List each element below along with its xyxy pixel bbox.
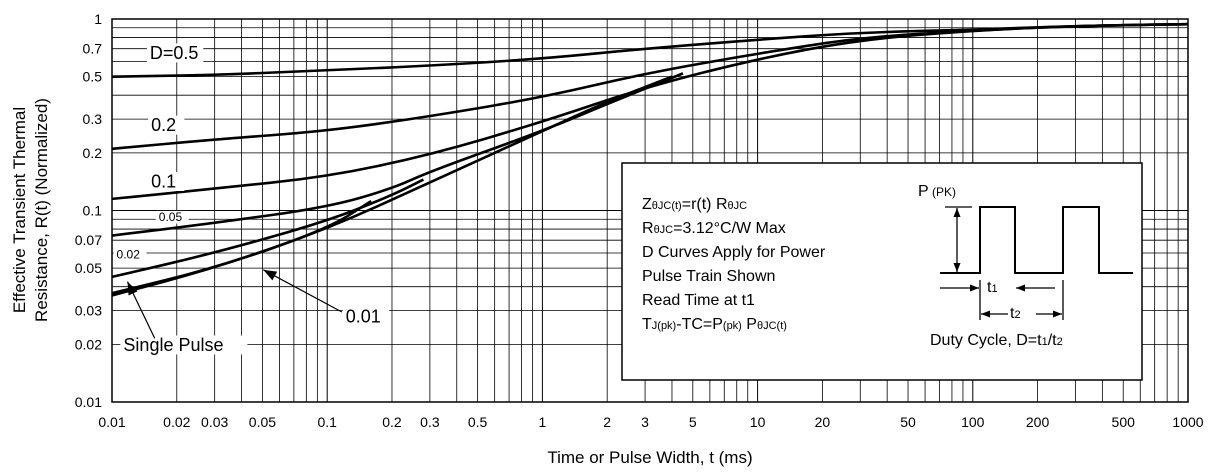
y-tick-label: 0.2: [83, 145, 103, 161]
y-axis-label-line2: Resistance, R(t) (Normalized): [32, 98, 51, 322]
dimension-arrowhead: [1016, 284, 1025, 292]
y-tick-label: 0.5: [83, 69, 103, 85]
y-axis-label-line1: Effective Transient Thermal: [10, 107, 29, 313]
curve-label: 0.05: [159, 210, 183, 224]
curve-0-05: [111, 72, 684, 237]
y-tick-label: 0.01: [75, 394, 102, 410]
dimension-arrowhead: [1053, 310, 1062, 318]
x-tick-label: 1000: [1172, 414, 1203, 430]
curve-label: D=0.5: [150, 43, 199, 63]
curve-label-bg: [342, 307, 390, 327]
t2-label: t2: [1010, 305, 1021, 322]
y-axis-label: Effective Transient Thermal Resistance, …: [10, 98, 51, 322]
curve-label: 0.1: [151, 171, 176, 191]
x-tick-label: 3: [641, 414, 649, 430]
p-pk-label: P (PK): [918, 183, 956, 200]
x-tick-label: 20: [815, 414, 831, 430]
y-tick-label: 0.3: [83, 111, 103, 127]
curve-0-1: [111, 22, 1189, 201]
x-tick-label: 500: [1112, 414, 1136, 430]
curve-single-pulse: [111, 75, 673, 297]
pointer-arrows: [126, 269, 343, 339]
annotation-box: ZθJC(t)=r(t) RθJC RθJC=3.12°C/W Max D Curv…: [621, 162, 1143, 381]
annotation-line: Pulse Train Shown: [642, 268, 775, 285]
x-tick-label: 0.5: [468, 414, 488, 430]
x-tick-label: 0.2: [382, 414, 402, 430]
curve-labels: D=0.5 0.2 0.1 0.05 0.02 0.01 Single Pulse: [113, 43, 390, 355]
x-tick-label: 0.03: [201, 414, 228, 430]
duty-cycle-label: Duty Cycle, D=t1/t2: [930, 332, 1063, 349]
curves: [111, 22, 1189, 297]
dimension-arrowhead: [970, 284, 979, 292]
x-tick-label: 5: [689, 414, 697, 430]
x-tick-label: 0.02: [163, 414, 190, 430]
y-tick-label: 0.7: [83, 41, 103, 57]
x-tick-label: 0.3: [420, 414, 440, 430]
y-axis-ticks: 1 0.7 0.5 0.3 0.2 0.1 0.07 0.05 0.03 0.02 0.01: [75, 11, 102, 410]
curve-label-bg: [155, 210, 189, 224]
x-tick-label: 0.1: [317, 414, 337, 430]
pulse-waveform: [940, 206, 1133, 274]
dimension-arrowhead: [981, 310, 990, 318]
y-tick-label: 0.05: [75, 260, 102, 276]
x-tick-label: 2: [603, 414, 611, 430]
x-tick-label: 100: [961, 414, 985, 430]
annotation-line: D Curves Apply for Power: [642, 244, 826, 261]
x-tick-label: 10: [750, 414, 766, 430]
x-tick-label: 200: [1026, 414, 1050, 430]
arrow-head: [263, 269, 278, 281]
plot-frame: [111, 18, 1189, 403]
dimension-arrowhead: [953, 208, 961, 217]
t1-label: t1: [987, 279, 998, 296]
curve-label-bg: [148, 115, 185, 135]
annotation-line: TJ(pk)-TC=P(pk) PθJC(t): [642, 316, 787, 333]
x-tick-label: 0.01: [98, 414, 125, 430]
curve-d-0-5: [111, 22, 1189, 78]
annotation-box-frame: [621, 162, 1143, 381]
x-axis-label: Time or Pulse Width, t (ms): [547, 448, 752, 467]
curve-label: Single Pulse: [123, 335, 223, 355]
curve-label-bg: [113, 248, 147, 262]
y-tick-label: 0.07: [75, 232, 102, 248]
x-tick-label: 50: [900, 414, 916, 430]
dimension-arrowhead: [953, 263, 961, 272]
curve-0-02: [111, 178, 425, 279]
y-tick-label: 1: [94, 11, 102, 27]
y-tick-label: 0.02: [75, 336, 102, 352]
curve-label-bg: [148, 172, 185, 192]
annotation-line: ZθJC(t)=r(t) RθJC: [642, 196, 747, 213]
arrow-shaft: [263, 269, 343, 313]
curve-label: 0.02: [117, 248, 141, 262]
curve-label-bg: [146, 43, 204, 63]
x-tick-label: 0.05: [249, 414, 276, 430]
x-tick-label: 1: [539, 414, 547, 430]
y-tick-label: 0.03: [75, 303, 102, 319]
curve-label: 0.01: [346, 307, 381, 327]
annotation-line: Read Time at t1: [642, 292, 755, 309]
y-tick-label: 0.1: [83, 203, 103, 219]
x-axis-ticks: 0.01 0.02 0.03 0.05 0.1 0.2 0.3 0.5 1 2 3 5 10 20 50 10…: [98, 414, 1203, 430]
curve-label: 0.2: [151, 115, 176, 135]
curve-label-bg: [120, 335, 248, 355]
annotation-line: RθJC=3.12°C/W Max: [642, 220, 786, 237]
arrow-head: [127, 281, 138, 296]
